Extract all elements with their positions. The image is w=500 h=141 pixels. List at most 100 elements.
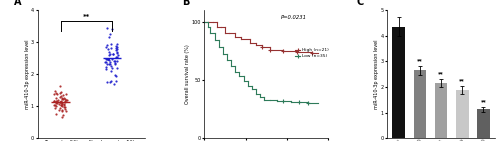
Point [60,114,68,116]
Point [57,100,65,103]
Text: P=0.0231: P=0.0231 [281,15,307,20]
Point [102,66,110,68]
Point [102,68,110,70]
Point [62,109,70,112]
Point [56,100,64,103]
Point [102,61,110,64]
High (n=21) [315,52,321,54]
Text: **: ** [480,99,486,104]
Point [114,54,122,56]
Point [56,104,64,106]
Point [112,60,120,62]
Bar [477,109,490,138]
Text: B: B [182,0,190,7]
Point [108,58,116,60]
Point [114,52,122,54]
Y-axis label: Overall survival rate (%): Overall survival rate (%) [185,44,190,104]
Point [106,81,114,83]
Point [104,58,112,60]
Point [108,47,116,49]
Point [54,99,62,101]
Point [52,97,60,99]
Point [106,60,114,63]
Point [57,94,65,97]
Point [63,99,71,101]
Point [108,28,116,30]
Point [113,67,121,69]
Point [103,63,111,65]
Point [104,48,112,50]
Point [52,90,60,92]
Point [58,97,66,100]
Point [54,100,62,102]
Point [102,61,110,64]
Point [60,106,68,108]
Point [105,51,113,53]
Point [62,93,70,96]
Point [106,53,114,55]
Point [55,108,63,111]
Bar [456,90,468,138]
Point [52,113,60,115]
Point [108,43,116,45]
Point [50,107,58,109]
Point [112,55,120,58]
Point [113,43,121,46]
Point [58,91,66,93]
Point [62,100,70,102]
Point [58,103,66,105]
Point [103,81,111,83]
Point [102,46,110,48]
Y-axis label: miR-410-3p expression level: miR-410-3p expression level [374,39,379,109]
High (n=21) [308,52,314,54]
Point [61,97,69,100]
Point [58,102,66,104]
Point [62,99,70,101]
Point [112,45,120,47]
Point [108,66,116,69]
Point [105,59,113,61]
Point [58,116,66,118]
Point [111,62,119,64]
Point [53,102,61,104]
Text: A: A [14,0,22,7]
Point [106,80,114,82]
Point [56,92,64,95]
Bar [434,83,448,138]
Point [52,92,60,94]
Point [61,107,69,110]
Point [112,48,120,50]
Point [111,74,119,76]
Point [104,57,112,60]
Point [58,105,66,107]
Point [106,33,114,35]
Text: C: C [357,0,364,7]
Point [56,85,64,87]
Point [104,58,112,61]
Point [58,109,66,111]
Low (n=35) [315,102,321,104]
Point [58,104,66,106]
Point [109,53,117,55]
Point [52,92,60,95]
Point [112,75,120,78]
Point [50,104,58,106]
Point [112,46,120,48]
Point [52,105,60,107]
Point [106,54,114,56]
Point [59,94,67,96]
Point [50,93,58,95]
Point [52,100,60,102]
Point [110,60,118,62]
Low (n=35) [304,102,310,104]
Point [60,101,68,103]
Point [60,97,68,99]
Point [103,58,111,60]
Point [56,96,64,98]
Point [112,80,120,82]
Legend: High (n=21), Low (n=35): High (n=21), Low (n=35) [295,48,328,59]
Point [112,49,120,52]
Point [102,44,110,46]
Point [58,98,66,100]
Point [60,104,68,106]
